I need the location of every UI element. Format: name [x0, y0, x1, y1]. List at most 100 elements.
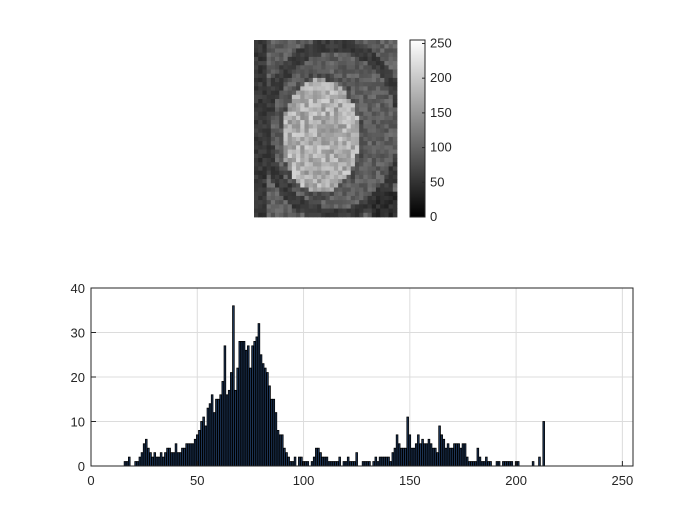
histogram-bar	[363, 461, 367, 467]
image-pixel	[304, 145, 310, 150]
image-pixel	[258, 166, 263, 172]
image-pixel	[371, 99, 377, 104]
image-pixel	[283, 124, 289, 129]
image-pixel	[384, 149, 389, 155]
image-pixel	[359, 174, 364, 180]
image-pixel	[270, 153, 276, 159]
image-pixel	[384, 56, 389, 62]
histogram-bar	[181, 447, 184, 467]
image-pixel	[350, 204, 356, 209]
image-pixel	[329, 145, 335, 150]
image-pixel	[312, 136, 318, 142]
image-pixel	[254, 103, 259, 108]
image-pixel	[333, 124, 339, 129]
image-pixel	[367, 179, 373, 184]
image-pixel	[296, 103, 301, 108]
image-pixel	[258, 52, 263, 58]
image-pixel	[346, 174, 352, 180]
image-pixel	[367, 170, 373, 176]
image-pixel	[333, 204, 339, 209]
image-pixel	[291, 179, 297, 184]
histogram-bar	[157, 456, 161, 467]
image-pixel	[346, 141, 352, 146]
image-pixel	[300, 183, 305, 188]
image-pixel	[342, 90, 347, 96]
image-pixel	[367, 86, 373, 91]
image-pixel	[262, 212, 268, 218]
image-pixel	[312, 94, 318, 100]
image-pixel	[329, 65, 335, 70]
image-pixel	[346, 56, 352, 62]
image-pixel	[300, 124, 305, 129]
image-pixel	[258, 141, 263, 146]
colorbar-tick-label: 50	[430, 174, 444, 189]
image-pixel	[384, 111, 389, 117]
image-pixel	[359, 69, 364, 75]
histogram-bar	[489, 461, 492, 467]
image-pixel	[283, 90, 289, 96]
image-pixel	[380, 82, 385, 87]
image-pixel	[392, 115, 398, 121]
histogram-bar	[134, 461, 137, 467]
image-pixel	[338, 208, 343, 214]
image-pixel	[388, 103, 394, 108]
image-pixel	[258, 40, 263, 45]
image-pixel	[350, 111, 356, 117]
image-pixel	[275, 174, 280, 180]
image-pixel	[266, 124, 272, 129]
image-pixel	[270, 56, 276, 62]
image-pixel	[375, 103, 381, 108]
histogram-bar	[234, 389, 237, 467]
image-pixel	[312, 56, 318, 62]
image-pixel	[342, 99, 347, 104]
image-pixel	[254, 208, 259, 214]
image-pixel	[308, 136, 314, 142]
image-pixel	[304, 187, 310, 193]
image-pixel	[342, 115, 347, 121]
histogram-bar	[264, 367, 267, 467]
histogram-bar	[383, 456, 386, 467]
image-pixel	[375, 77, 381, 83]
image-pixel	[312, 170, 318, 176]
image-pixel	[371, 158, 377, 163]
image-pixel	[375, 170, 381, 176]
image-pixel	[266, 65, 272, 70]
image-pixel	[283, 111, 289, 117]
image-pixel	[283, 44, 289, 49]
image-pixel	[371, 61, 377, 66]
image-pixel	[392, 111, 398, 117]
image-pixel	[258, 128, 263, 134]
histogram-bar	[334, 461, 337, 467]
image-pixel	[329, 128, 335, 134]
histogram-bar	[478, 456, 482, 467]
image-pixel	[367, 82, 373, 87]
histogram-bar	[319, 452, 322, 467]
histogram-bar	[338, 456, 341, 467]
image-pixel	[262, 103, 268, 108]
image-pixel	[388, 99, 394, 104]
image-pixel	[371, 174, 377, 180]
image-pixel	[392, 183, 398, 188]
image-pixel	[300, 90, 305, 96]
image-pixel	[308, 103, 314, 108]
image-pixel	[300, 191, 305, 197]
histogram-bar	[391, 452, 395, 467]
image-pixel	[304, 183, 310, 188]
image-pixel	[258, 82, 263, 87]
image-pixel	[270, 73, 276, 79]
image-pixel	[275, 56, 280, 62]
image-pixel	[291, 107, 297, 113]
image-pixel	[300, 200, 305, 205]
image-pixel	[312, 183, 318, 188]
image-pixel	[338, 124, 343, 129]
image-pixel	[338, 111, 343, 117]
image-pixel	[338, 136, 343, 142]
image-pixel	[304, 56, 310, 62]
image-pixel	[363, 61, 368, 66]
image-pixel	[279, 107, 284, 113]
histogram-bar	[400, 447, 403, 467]
image-pixel	[367, 120, 373, 125]
image-pixel	[304, 170, 310, 176]
image-pixel	[375, 187, 381, 193]
image-pixel	[266, 191, 272, 197]
